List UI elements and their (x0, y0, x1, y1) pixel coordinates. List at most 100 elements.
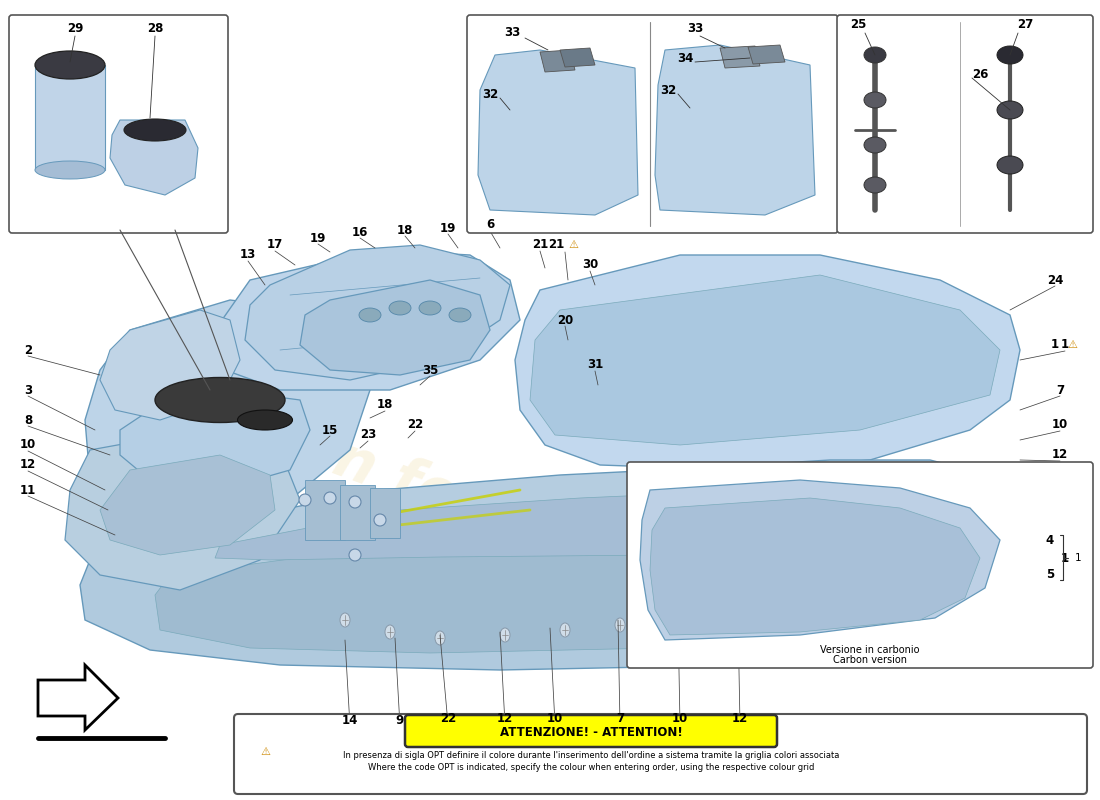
Polygon shape (120, 390, 310, 490)
Ellipse shape (324, 492, 336, 504)
Ellipse shape (349, 496, 361, 508)
Text: 12: 12 (497, 711, 513, 725)
FancyBboxPatch shape (468, 15, 838, 233)
Text: ⚠: ⚠ (1067, 340, 1077, 350)
Text: 22: 22 (440, 711, 456, 725)
Ellipse shape (349, 549, 361, 561)
Ellipse shape (864, 137, 886, 153)
Polygon shape (654, 45, 815, 215)
Polygon shape (640, 480, 1000, 640)
Text: 28: 28 (146, 22, 163, 34)
Text: 21: 21 (532, 238, 548, 251)
Text: Carbon version: Carbon version (833, 655, 908, 665)
Text: 33: 33 (686, 22, 703, 34)
Text: 20: 20 (557, 314, 573, 326)
Text: 31: 31 (587, 358, 603, 371)
Text: 3: 3 (24, 383, 32, 397)
Ellipse shape (864, 177, 886, 193)
Text: ATTENZIONE! - ATTENTION!: ATTENZIONE! - ATTENTION! (499, 726, 682, 739)
Text: 23: 23 (360, 429, 376, 442)
Text: Where the code OPT is indicated, specify the colour when entering order, using t: Where the code OPT is indicated, specify… (367, 763, 814, 773)
Polygon shape (85, 300, 370, 530)
Ellipse shape (997, 101, 1023, 119)
Text: 10: 10 (20, 438, 36, 451)
Ellipse shape (434, 631, 446, 645)
Polygon shape (748, 45, 785, 64)
Polygon shape (110, 120, 198, 195)
Polygon shape (478, 50, 638, 215)
Ellipse shape (359, 308, 381, 322)
Text: 33: 33 (504, 26, 520, 38)
Ellipse shape (815, 563, 825, 577)
Polygon shape (540, 50, 575, 72)
Text: 19: 19 (440, 222, 456, 234)
Text: 10: 10 (1052, 418, 1068, 431)
Text: 10: 10 (547, 711, 563, 725)
Polygon shape (155, 545, 970, 653)
Polygon shape (515, 255, 1020, 470)
Ellipse shape (500, 628, 510, 642)
FancyBboxPatch shape (9, 15, 228, 233)
FancyBboxPatch shape (627, 462, 1093, 668)
Ellipse shape (864, 92, 886, 108)
Ellipse shape (385, 625, 395, 639)
Text: 29: 29 (67, 22, 84, 34)
Ellipse shape (124, 119, 186, 141)
Text: 25: 25 (850, 18, 866, 31)
Text: 30: 30 (582, 258, 598, 271)
Text: In presenza di sigla OPT definire il colore durante l'inserimento dell'ordine a : In presenza di sigla OPT definire il col… (343, 750, 839, 759)
Text: 12: 12 (20, 458, 36, 471)
Ellipse shape (340, 613, 350, 627)
Text: ⚠: ⚠ (568, 240, 578, 250)
Text: 34: 34 (676, 51, 693, 65)
Text: 14: 14 (342, 714, 359, 726)
Polygon shape (80, 530, 1010, 670)
Text: 12: 12 (1052, 449, 1068, 462)
Text: 1: 1 (1050, 338, 1059, 351)
Text: 17: 17 (267, 238, 283, 251)
Polygon shape (35, 65, 104, 170)
Polygon shape (370, 488, 400, 538)
Text: 7: 7 (616, 711, 624, 725)
FancyBboxPatch shape (405, 715, 777, 747)
Ellipse shape (830, 573, 840, 587)
Text: 9: 9 (396, 714, 404, 726)
Text: ⚠: ⚠ (260, 747, 270, 757)
Text: 6: 6 (486, 218, 494, 231)
Ellipse shape (419, 301, 441, 315)
Ellipse shape (997, 156, 1023, 174)
Polygon shape (214, 490, 980, 560)
Ellipse shape (449, 308, 471, 322)
Polygon shape (300, 280, 490, 375)
Polygon shape (720, 46, 760, 68)
Text: 10: 10 (672, 711, 689, 725)
Text: 18: 18 (397, 223, 414, 237)
Polygon shape (39, 665, 118, 730)
Text: 19: 19 (310, 231, 327, 245)
Polygon shape (100, 310, 240, 420)
Text: 32: 32 (660, 83, 676, 97)
Text: 2: 2 (24, 343, 32, 357)
Ellipse shape (155, 378, 285, 422)
Text: Passion for Parts: Passion for Parts (130, 358, 670, 602)
Polygon shape (214, 250, 520, 390)
Polygon shape (65, 430, 300, 590)
Text: 12: 12 (732, 711, 748, 725)
Text: 18: 18 (377, 398, 393, 411)
FancyBboxPatch shape (837, 15, 1093, 233)
Text: 21: 21 (548, 238, 564, 251)
Text: 15: 15 (322, 423, 338, 437)
Text: 1: 1 (1075, 553, 1081, 563)
Text: 32: 32 (482, 89, 498, 102)
Ellipse shape (299, 494, 311, 506)
Polygon shape (560, 48, 595, 67)
Ellipse shape (997, 46, 1023, 64)
Polygon shape (200, 200, 1050, 500)
Text: 8: 8 (24, 414, 32, 426)
Ellipse shape (560, 623, 570, 637)
Ellipse shape (675, 613, 685, 627)
Text: 1: 1 (1060, 551, 1069, 565)
Text: 26: 26 (971, 69, 988, 82)
Text: 16: 16 (352, 226, 368, 238)
Text: 35: 35 (421, 363, 438, 377)
